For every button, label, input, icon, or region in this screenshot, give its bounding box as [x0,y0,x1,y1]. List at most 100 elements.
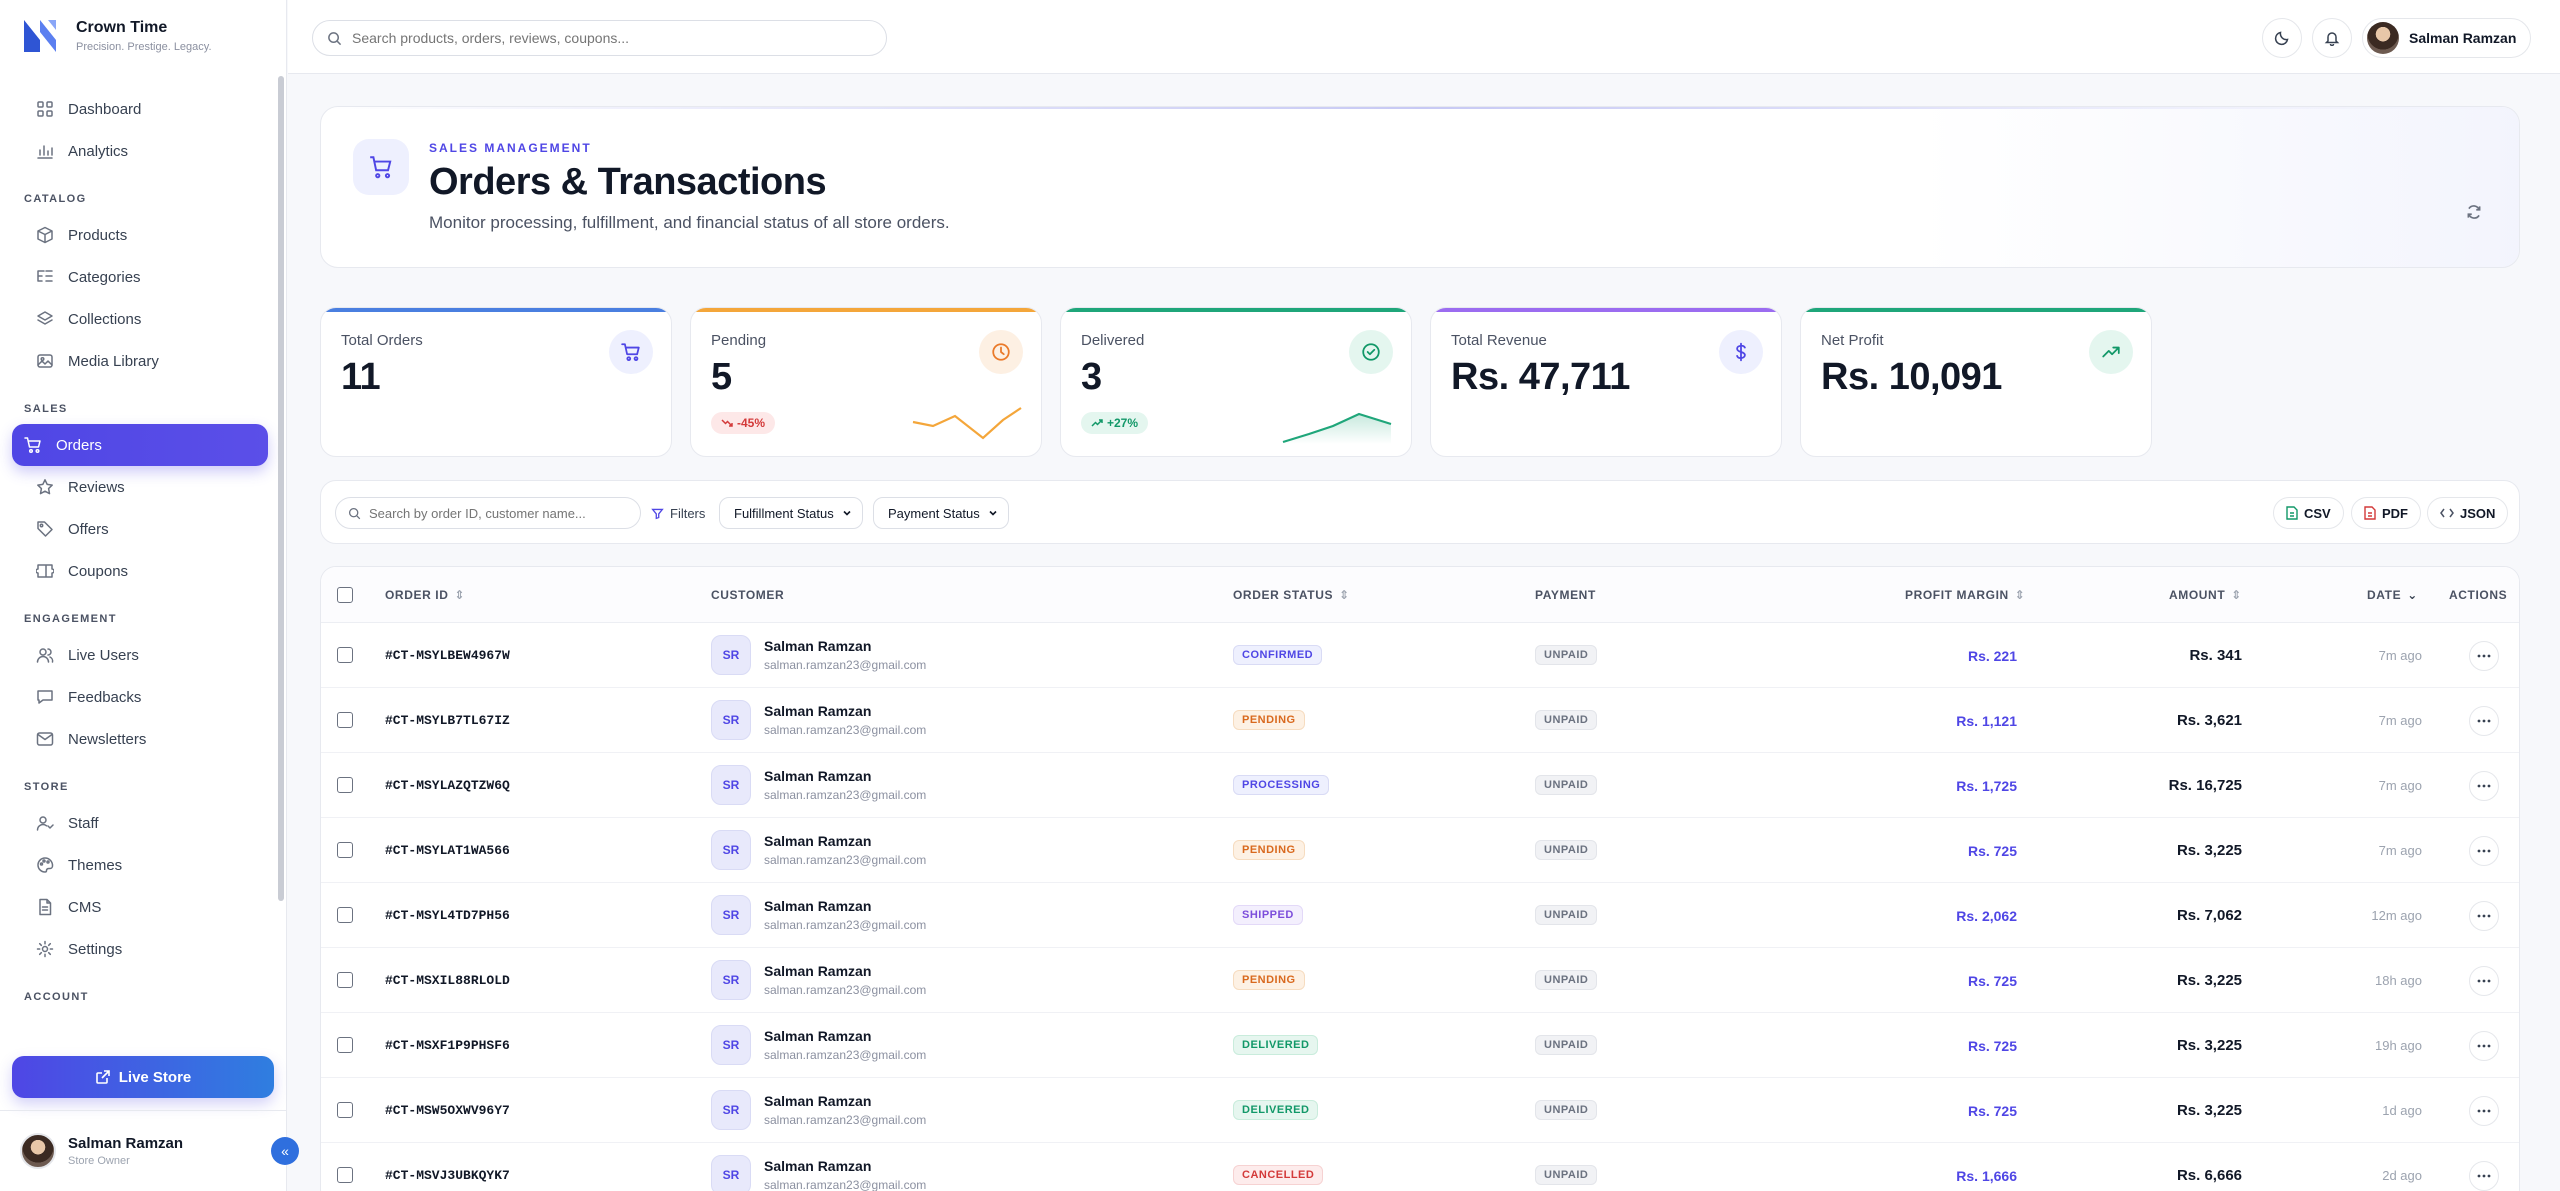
payment-status-select[interactable]: Payment Status [873,497,1009,529]
payment-status-badge: UNPAID [1535,1100,1598,1120]
row-checkbox[interactable] [337,907,353,923]
row-checkbox[interactable] [337,777,353,793]
order-id[interactable]: #CT-MSYLAT1WA566 [385,843,510,858]
order-id[interactable]: #CT-MSYLAZQTZW6Q [385,778,510,793]
col-order-id[interactable]: ORDER ID ⇕ [385,588,466,602]
notifications-button[interactable] [2312,18,2352,58]
box-icon [37,226,53,244]
sidebar-item-settings[interactable]: Settings [12,928,268,970]
order-id[interactable]: #CT-MSXF1P9PHSF6 [385,1038,510,1053]
sidebar-item-reviews[interactable]: Reviews [12,466,268,508]
theme-toggle-button[interactable] [2262,18,2302,58]
row-actions-button[interactable] [2469,836,2499,866]
payment-status-badge: UNPAID [1535,1165,1598,1185]
sort-icon: ⇕ [454,588,466,602]
sidebar-item-products[interactable]: Products [12,214,268,256]
col-order-status[interactable]: ORDER STATUS ⇕ [1233,588,1350,602]
sidebar-item-orders[interactable]: Orders [12,424,268,466]
profit-margin: Rs. 725 [1967,843,2017,859]
sort-icon: ⇕ [2231,588,2242,602]
sidebar-item-live-users[interactable]: Live Users [12,634,268,676]
col-profit-margin[interactable]: PROFIT MARGIN ⇕ [1905,588,2026,602]
refresh-button[interactable] [2465,203,2489,227]
table-row[interactable]: #CT-MSYLAZQTZW6Q SR Salman Ramzan salman.ra… [321,753,2519,818]
row-checkbox[interactable] [337,1167,353,1183]
order-id[interactable]: #CT-MSYL4TD7PH56 [385,908,510,923]
sidebar-item-coupons[interactable]: Coupons [12,550,268,592]
row-checkbox[interactable] [337,1037,353,1053]
stat-accent-bar [1801,308,2151,312]
row-checkbox[interactable] [337,712,353,728]
export-json-button[interactable]: JSON [2427,497,2509,529]
export-pdf-button[interactable]: PDF [2351,497,2421,529]
row-actions-button[interactable] [2469,901,2499,931]
order-search[interactable] [335,497,641,529]
user-menu[interactable]: Salman Ramzan [2362,18,2532,58]
table-row[interactable]: #CT-MSXF1P9PHSF6 SR Salman Ramzan salman.ra… [321,1013,2519,1078]
table-row[interactable]: #CT-MSVJ3UBKQYK7 SR Salman Ramzan salman.ra… [321,1143,2519,1191]
table-row[interactable]: #CT-MSYLBEW4967W SR Salman Ramzan salman.ra… [321,623,2519,688]
row-actions-button[interactable] [2469,1161,2499,1191]
payment-status-badge: UNPAID [1535,905,1598,925]
stat-label: Total Orders [341,332,423,349]
table-row[interactable]: #CT-MSYLAT1WA566 SR Salman Ramzan salman.ra… [321,818,2519,883]
brand-name: Crown Time [76,19,168,36]
sidebar-item-staff[interactable]: Staff [12,802,268,844]
row-actions-button[interactable] [2469,1096,2499,1126]
customer-avatar: SR [711,1090,751,1130]
collapse-sidebar-button[interactable]: « [271,1137,299,1165]
brand-tagline: Precision. Prestige. Legacy. [76,41,212,53]
order-id[interactable]: #CT-MSXIL88RLOLD [385,973,510,988]
sidebar-item-offers[interactable]: Offers [12,508,268,550]
row-actions-button[interactable] [2469,966,2499,996]
order-id[interactable]: #CT-MSW5OXWV96Y7 [385,1103,510,1118]
order-search-input[interactable] [369,505,619,521]
sidebar-item-dashboard[interactable]: Dashboard [12,88,268,130]
sidebar-item-newsletters[interactable]: Newsletters [12,718,268,760]
row-checkbox[interactable] [337,1102,353,1118]
table-row[interactable]: #CT-MSXIL88RLOLD SR Salman Ramzan salman.ra… [321,948,2519,1013]
order-status-badge: DELIVERED [1233,1100,1319,1120]
sidebar-scrollbar[interactable] [278,76,284,901]
stat-accent-bar [1061,308,1411,312]
row-actions-button[interactable] [2469,771,2499,801]
table-row[interactable]: #CT-MSYL4TD7PH56 SR Salman Ramzan salman.ra… [321,883,2519,948]
order-id[interactable]: #CT-MSVJ3UBKQYK7 [385,1168,510,1183]
sidebar-item-analytics[interactable]: Analytics [12,130,268,172]
fulfillment-status-select[interactable]: Fulfillment Status [719,497,863,529]
global-search[interactable] [312,20,887,56]
sidebar-item-feedbacks[interactable]: Feedbacks [12,676,268,718]
orders-table: ORDER ID ⇕ CUSTOMER ORDER STATUS ⇕ PAYMENT… [320,566,2520,1191]
export-csv-button[interactable]: CSV [2273,497,2344,529]
col-date[interactable]: DATE ⌄ [2367,588,2418,602]
sidebar-item-media-library[interactable]: Media Library [12,340,268,382]
sidebar-item-themes[interactable]: Themes [12,844,268,886]
profit-margin: Rs. 221 [1967,648,2017,664]
table-row[interactable]: #CT-MSYLB7TL67IZ SR Salman Ramzan salman.ra… [321,688,2519,753]
order-id[interactable]: #CT-MSYLBEW4967W [385,648,510,663]
row-actions-button[interactable] [2469,706,2499,736]
col-amount[interactable]: AMOUNT ⇕ [2169,588,2242,602]
sidebar-item-cms[interactable]: CMS [12,886,268,928]
dollar-icon [1736,342,1746,362]
row-actions-button[interactable] [2469,1031,2499,1061]
sort-icon: ⇕ [2014,588,2026,602]
sidebar-item-collections[interactable]: Collections [12,298,268,340]
row-checkbox[interactable] [337,647,353,663]
trend-down-icon [721,419,733,427]
select-all-checkbox[interactable] [337,587,353,603]
row-actions-button[interactable] [2469,641,2499,671]
order-id[interactable]: #CT-MSYLB7TL67IZ [385,713,510,728]
page-kicker: SALES MANAGEMENT [429,141,592,155]
global-search-input[interactable] [352,30,872,46]
sidebar-user[interactable]: Salman Ramzan Store Owner [0,1110,287,1191]
profit-margin: Rs. 725 [1967,1038,2017,1054]
live-store-button[interactable]: Live Store [12,1056,274,1098]
row-checkbox[interactable] [337,972,353,988]
sidebar-item-categories[interactable]: Categories [12,256,268,298]
more-horizontal-icon [2477,1174,2491,1178]
table-row[interactable]: #CT-MSW5OXWV96Y7 SR Salman Ramzan salman.ra… [321,1078,2519,1143]
filters-button[interactable]: Filters [651,497,705,529]
row-checkbox[interactable] [337,842,353,858]
brand[interactable]: Crown Time Precision. Prestige. Legacy. [20,16,212,56]
